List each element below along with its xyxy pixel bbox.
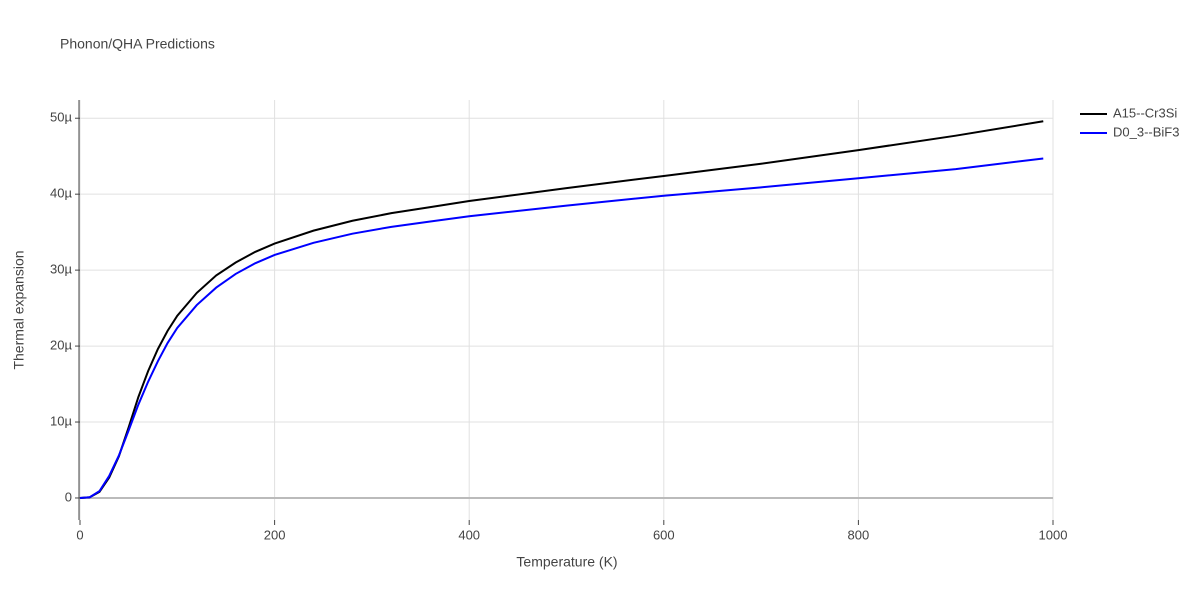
- chart-title: Phonon/QHA Predictions: [60, 36, 215, 52]
- y-tick-label: 20µ: [50, 338, 72, 353]
- data-line: [79, 120, 1044, 499]
- x-tick-label: 0: [76, 527, 83, 542]
- y-tick-label: 10µ: [50, 413, 72, 428]
- x-tick-label: 1000: [1039, 527, 1068, 542]
- y-axis-title: Thermal expansion: [11, 250, 27, 369]
- x-tick-label: 200: [264, 527, 286, 542]
- y-tick-label: 30µ: [50, 262, 72, 277]
- legend-label: A15--Cr3Si: [1113, 105, 1177, 120]
- y-tick-label: 40µ: [50, 186, 72, 201]
- legend-label: D0_3--BiF3: [1113, 124, 1179, 139]
- y-tick-label: 0: [65, 489, 72, 504]
- data-line: [79, 157, 1044, 499]
- y-tick-label: 50µ: [50, 110, 72, 125]
- x-tick-label: 800: [848, 527, 870, 542]
- x-axis-title: Temperature (K): [516, 554, 617, 570]
- x-tick-label: 600: [653, 527, 675, 542]
- x-tick-label: 400: [458, 527, 480, 542]
